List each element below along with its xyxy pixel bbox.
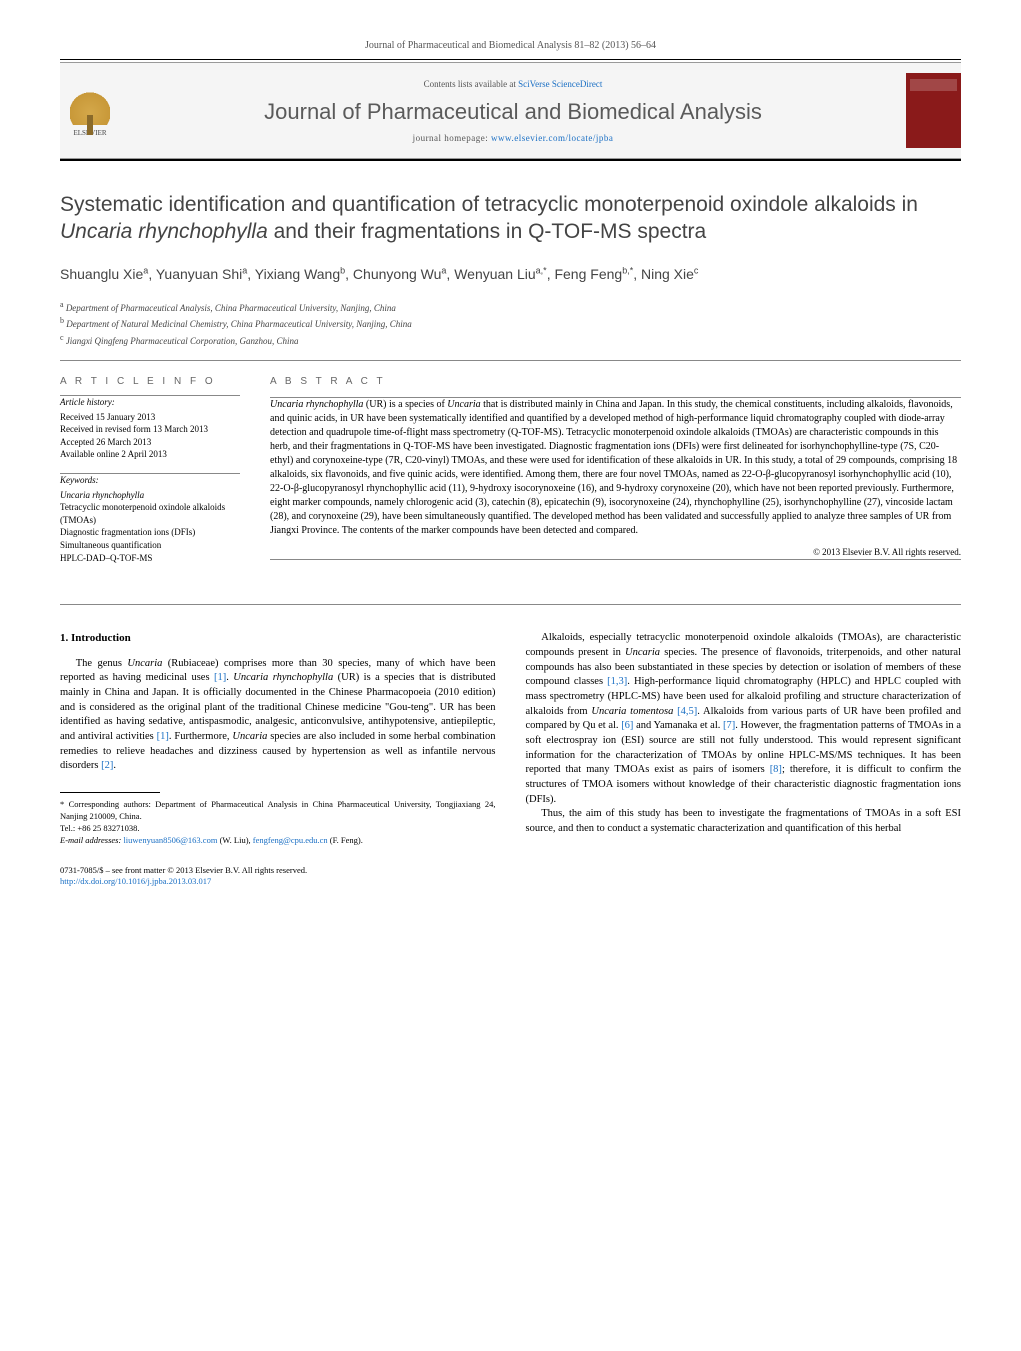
keyword-line: Diagnostic fragmentation ions (DFIs) [60, 526, 240, 539]
body-para: Thus, the aim of this study has been to … [526, 807, 962, 836]
rule-abs-2 [270, 559, 961, 560]
history-line: Available online 2 April 2013 [60, 448, 240, 461]
email-label: E-mail addresses: [60, 835, 123, 845]
rule-mid [60, 159, 961, 161]
keyword-line: HPLC-DAD–Q-TOF-MS [60, 552, 240, 565]
abstract-head: A B S T R A C T [270, 375, 961, 389]
elsevier-tree-icon [70, 85, 110, 125]
banner-center: Contents lists available at SciVerse Sci… [140, 79, 886, 143]
author-list: Shuanglu Xiea, Yuanyuan Shia, Yixiang Wa… [60, 264, 961, 285]
history-line: Received 15 January 2013 [60, 411, 240, 424]
body-para: Alkaloids, especially tetracyclic monote… [526, 631, 962, 807]
corresponding-footnote: * Corresponding authors: Department of P… [60, 799, 496, 847]
affiliations: a Department of Pharmaceutical Analysis,… [60, 299, 961, 349]
email-link-2[interactable]: fengfeng@cpu.edu.cn [253, 835, 328, 845]
homepage-line: journal homepage: www.elsevier.com/locat… [140, 133, 886, 143]
ref-link[interactable]: [1,3] [607, 676, 627, 687]
history-line: Received in revised form 13 March 2013 [60, 423, 240, 436]
keywords-label: Keywords: [60, 474, 240, 487]
info-abstract-row: A R T I C L E I N F O Article history: R… [60, 375, 961, 576]
title-pre: Systematic identification and quantifica… [60, 193, 918, 216]
ref-link[interactable]: [1] [157, 731, 169, 742]
bottom-matter: 0731-7085/$ – see front matter © 2013 El… [60, 865, 496, 887]
ref-link[interactable]: [8] [770, 764, 782, 775]
contents-line: Contents lists available at SciVerse Sci… [140, 79, 886, 89]
journal-banner: ELSEVIER Contents lists available at Sci… [60, 62, 961, 159]
history-block: Article history: Received 15 January 201… [60, 396, 240, 461]
affiliation-line: c Jiangxi Qingfeng Pharmaceutical Corpor… [60, 332, 961, 349]
journal-name: Journal of Pharmaceutical and Biomedical… [140, 99, 886, 125]
homepage-link[interactable]: www.elsevier.com/locate/jpba [491, 133, 613, 143]
abstract-copyright: © 2013 Elsevier B.V. All rights reserved… [270, 546, 961, 559]
abstract-text: Uncaria rhynchophylla (UR) is a species … [270, 398, 961, 538]
keyword-line: Tetracyclic monoterpenoid oxindole alkal… [60, 501, 240, 526]
keyword-line: Simultaneous quantification [60, 539, 240, 552]
sciencedirect-link[interactable]: SciVerse ScienceDirect [518, 79, 602, 89]
history-line: Accepted 26 March 2013 [60, 436, 240, 449]
article-title: Systematic identification and quantifica… [60, 191, 961, 246]
abstract-column: A B S T R A C T Uncaria rhynchophylla (U… [270, 375, 961, 576]
title-em: Uncaria rhynchophylla [60, 220, 268, 243]
rule-thin-2 [60, 604, 961, 605]
keyword-line: Uncaria rhynchophylla [60, 489, 240, 502]
corr-emails: E-mail addresses: liuwenyuan8506@163.com… [60, 835, 496, 847]
body-col-left: 1. Introduction The genus Uncaria (Rubia… [60, 631, 496, 887]
keywords-block: Keywords: Uncaria rhynchophyllaTetracycl… [60, 474, 240, 564]
body-col-right: Alkaloids, especially tetracyclic monote… [526, 631, 962, 887]
affiliation-line: b Department of Natural Medicinal Chemis… [60, 315, 961, 332]
ref-link[interactable]: [6] [621, 720, 633, 731]
affiliation-line: a Department of Pharmaceutical Analysis,… [60, 299, 961, 316]
email-link-1[interactable]: liuwenyuan8506@163.com [123, 835, 217, 845]
running-header: Journal of Pharmaceutical and Biomedical… [60, 40, 961, 51]
footnote-separator [60, 792, 160, 793]
article-info-column: A R T I C L E I N F O Article history: R… [60, 375, 240, 576]
front-matter-line: 0731-7085/$ – see front matter © 2013 El… [60, 865, 496, 876]
section-heading: 1. Introduction [60, 631, 496, 646]
ref-link[interactable]: [1] [214, 672, 226, 683]
journal-cover-thumb [906, 73, 961, 148]
body-para: The genus Uncaria (Rubiaceae) comprises … [60, 657, 496, 775]
ref-link[interactable]: [4,5] [677, 706, 697, 717]
title-post: and their fragmentations in Q-TOF-MS spe… [268, 220, 706, 243]
contents-prefix: Contents lists available at [424, 79, 518, 89]
ref-link[interactable]: [7] [723, 720, 735, 731]
body-columns: 1. Introduction The genus Uncaria (Rubia… [60, 631, 961, 887]
history-label: Article history: [60, 396, 240, 409]
email-name-2: (F. Feng). [328, 835, 363, 845]
rule-top [60, 59, 961, 60]
homepage-prefix: journal homepage: [413, 133, 491, 143]
elsevier-logo: ELSEVIER [60, 76, 120, 146]
ref-link[interactable]: [2] [101, 760, 113, 771]
doi-link[interactable]: http://dx.doi.org/10.1016/j.jpba.2013.03… [60, 876, 211, 886]
corr-tel: Tel.: +86 25 83271038. [60, 823, 496, 835]
rule-thin-1 [60, 360, 961, 361]
email-name-1: (W. Liu), [217, 835, 252, 845]
article-info-head: A R T I C L E I N F O [60, 375, 240, 389]
corr-text: * Corresponding authors: Department of P… [60, 799, 496, 823]
